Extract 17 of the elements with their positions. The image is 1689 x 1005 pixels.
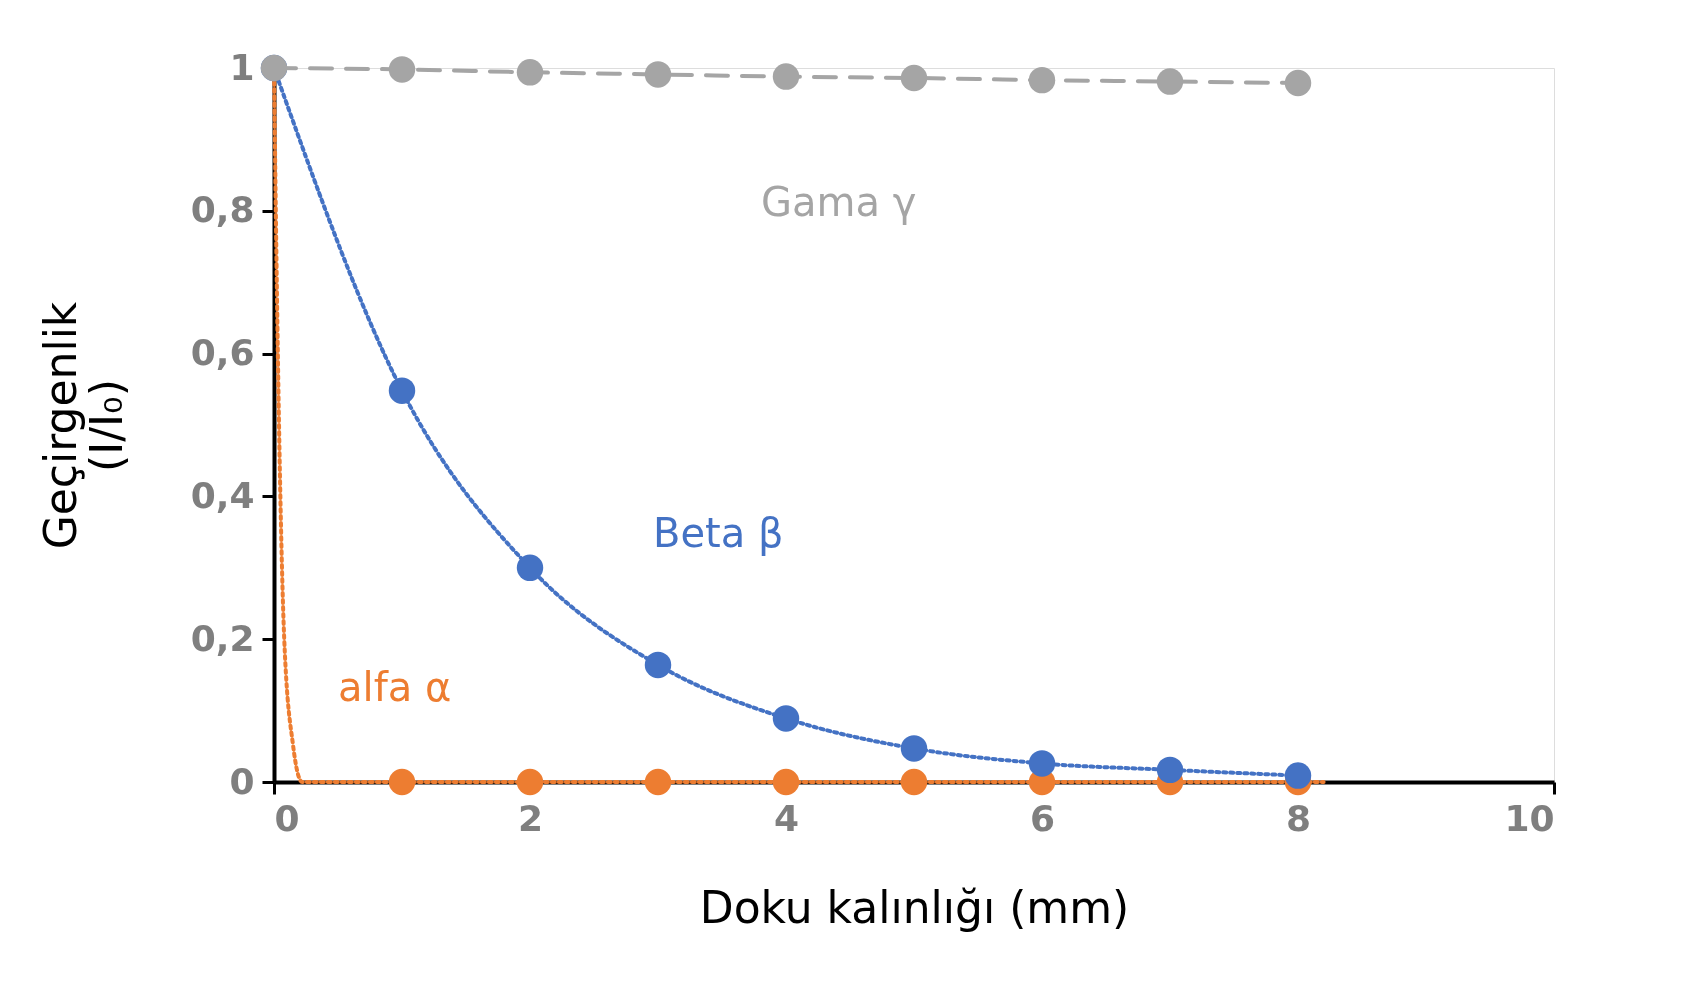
- text: Gama γ: [761, 178, 917, 225]
- x-tick-label: 2: [517, 797, 544, 839]
- x-tick-label: 0: [274, 797, 300, 839]
- y-tick-label: 0,4: [190, 474, 255, 516]
- x-tick-label: 6: [1029, 797, 1056, 839]
- y-tick-label: 0,2: [190, 617, 255, 659]
- y-tick-label: 1: [229, 46, 255, 88]
- y-tick-label: 0,8: [190, 189, 255, 231]
- series-label: alfa α: [338, 664, 452, 710]
- x-tick-label: 8: [1285, 797, 1312, 839]
- x-tick-label: 10: [1504, 797, 1555, 839]
- y-tick-label: 0: [229, 760, 255, 802]
- x-tick-label: 4: [773, 797, 800, 839]
- y-tick-label: 0,6: [190, 332, 255, 374]
- x-axis-title: Doku kalınlığı (mm): [699, 881, 1130, 933]
- text: Beta β: [653, 509, 784, 556]
- y-axis-title: Geçirgenlik (I/I₀): [34, 301, 132, 550]
